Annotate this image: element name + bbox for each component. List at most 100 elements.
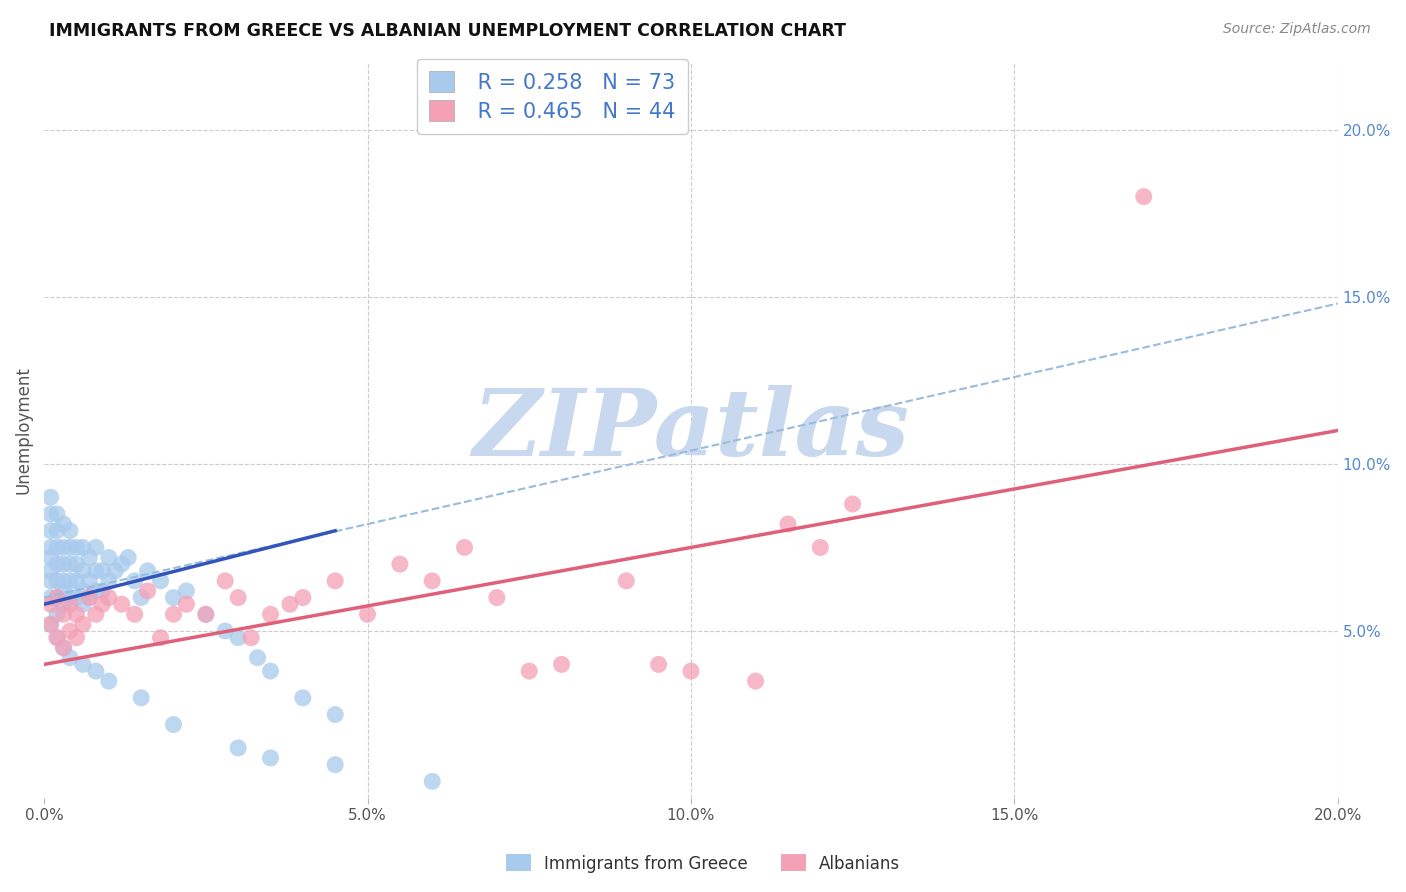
Point xyxy=(72,583,94,598)
Point xyxy=(97,674,120,689)
Point xyxy=(214,574,236,588)
Point xyxy=(214,624,236,638)
Point xyxy=(124,574,146,588)
Point xyxy=(84,564,107,578)
Text: Source: ZipAtlas.com: Source: ZipAtlas.com xyxy=(1223,22,1371,37)
Point xyxy=(39,550,62,565)
Point xyxy=(226,740,249,755)
Point xyxy=(259,664,281,678)
Point xyxy=(59,557,82,571)
Point xyxy=(46,524,69,538)
Point xyxy=(52,541,75,555)
Point xyxy=(79,574,101,588)
Point xyxy=(59,591,82,605)
Point xyxy=(129,591,152,605)
Point xyxy=(176,597,198,611)
Point xyxy=(808,541,831,555)
Point xyxy=(91,583,114,598)
Point xyxy=(79,591,101,605)
Point xyxy=(72,597,94,611)
Point xyxy=(259,607,281,622)
Point xyxy=(46,574,69,588)
Point xyxy=(356,607,378,622)
Point xyxy=(91,597,114,611)
Point xyxy=(84,607,107,622)
Point xyxy=(39,591,62,605)
Point xyxy=(517,664,540,678)
Point xyxy=(39,507,62,521)
Point xyxy=(111,597,134,611)
Point xyxy=(776,517,799,532)
Point xyxy=(136,564,159,578)
Point xyxy=(65,541,87,555)
Point xyxy=(39,564,62,578)
Point xyxy=(226,631,249,645)
Legend:  R = 0.258   N = 73,  R = 0.465   N = 44: R = 0.258 N = 73, R = 0.465 N = 44 xyxy=(416,59,688,135)
Point xyxy=(39,574,62,588)
Point xyxy=(614,574,637,588)
Point xyxy=(52,574,75,588)
Point xyxy=(129,690,152,705)
Point xyxy=(240,631,263,645)
Point xyxy=(84,664,107,678)
Point xyxy=(388,557,411,571)
Point xyxy=(162,717,184,731)
Point xyxy=(72,541,94,555)
Text: ZIPatlas: ZIPatlas xyxy=(472,385,910,475)
Point xyxy=(79,591,101,605)
Point xyxy=(39,617,62,632)
Point xyxy=(72,617,94,632)
Point xyxy=(72,564,94,578)
Point xyxy=(841,497,863,511)
Point xyxy=(97,574,120,588)
Point xyxy=(46,541,69,555)
Point xyxy=(59,524,82,538)
Point xyxy=(162,591,184,605)
Y-axis label: Unemployment: Unemployment xyxy=(15,367,32,494)
Point xyxy=(104,564,127,578)
Point xyxy=(194,607,217,622)
Point xyxy=(149,631,172,645)
Point xyxy=(52,557,75,571)
Point xyxy=(453,541,475,555)
Point xyxy=(52,517,75,532)
Point xyxy=(162,607,184,622)
Point xyxy=(84,541,107,555)
Point xyxy=(59,574,82,588)
Point xyxy=(39,491,62,505)
Point xyxy=(46,631,69,645)
Point xyxy=(420,574,443,588)
Point xyxy=(52,607,75,622)
Point xyxy=(52,640,75,655)
Point xyxy=(65,557,87,571)
Point xyxy=(65,591,87,605)
Point xyxy=(278,597,301,611)
Point xyxy=(46,591,69,605)
Point xyxy=(176,583,198,598)
Point xyxy=(117,550,139,565)
Text: IMMIGRANTS FROM GREECE VS ALBANIAN UNEMPLOYMENT CORRELATION CHART: IMMIGRANTS FROM GREECE VS ALBANIAN UNEMP… xyxy=(49,22,846,40)
Point xyxy=(136,583,159,598)
Point xyxy=(79,550,101,565)
Point xyxy=(550,657,572,672)
Point xyxy=(111,557,134,571)
Point xyxy=(46,607,69,622)
Point xyxy=(485,591,508,605)
Point xyxy=(52,640,75,655)
Point xyxy=(246,650,269,665)
Point xyxy=(84,583,107,598)
Point xyxy=(744,674,766,689)
Point xyxy=(59,650,82,665)
Point xyxy=(59,597,82,611)
Point xyxy=(323,574,346,588)
Point xyxy=(52,597,75,611)
Point xyxy=(124,607,146,622)
Point xyxy=(72,657,94,672)
Point xyxy=(52,583,75,598)
Point xyxy=(59,541,82,555)
Point xyxy=(323,757,346,772)
Point xyxy=(647,657,669,672)
Point xyxy=(97,591,120,605)
Point xyxy=(46,557,69,571)
Point xyxy=(39,541,62,555)
